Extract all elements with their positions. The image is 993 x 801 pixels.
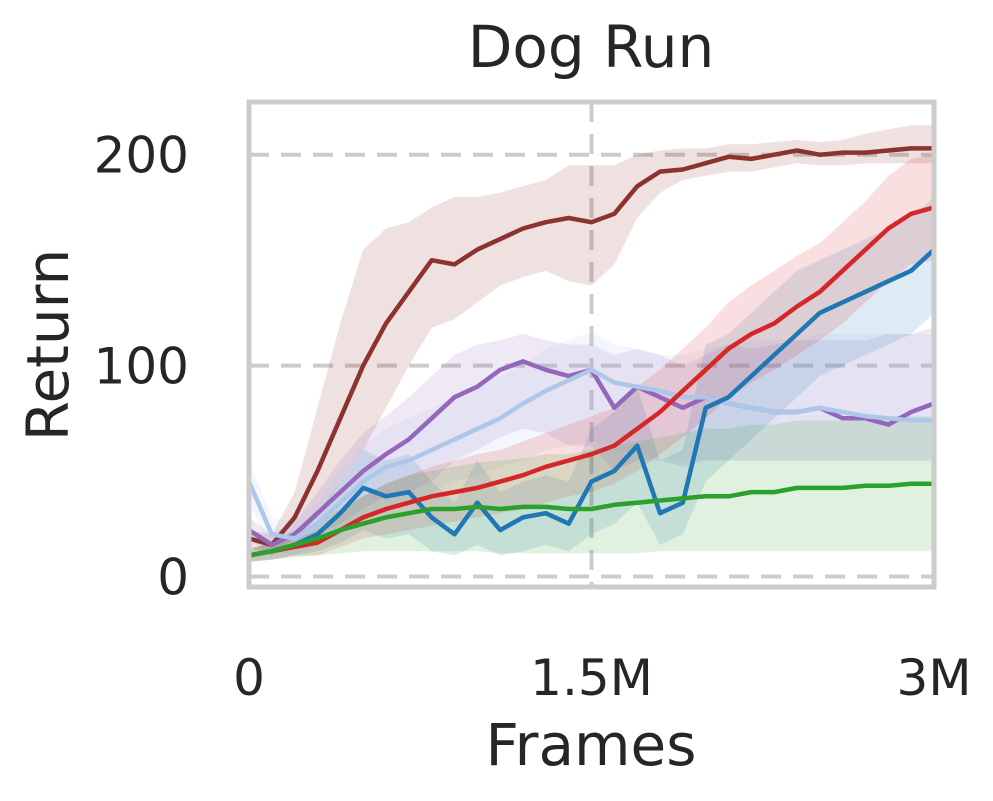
line-series-4 bbox=[246, 205, 937, 558]
y-tick-label-0: 0 bbox=[157, 548, 189, 606]
y-tick-label-1: 100 bbox=[94, 338, 189, 396]
x-tick-label-1: 1.5M bbox=[530, 649, 653, 707]
plot-frame bbox=[246, 99, 937, 590]
band-series-3 bbox=[249, 196, 934, 562]
x-tick-label-0: 0 bbox=[233, 649, 265, 707]
x-tick-labels: 0 1.5M 3M bbox=[233, 649, 971, 707]
line-series-0 bbox=[246, 146, 937, 548]
line-series-2 bbox=[246, 367, 937, 541]
band-series-1 bbox=[249, 327, 934, 556]
band-series-0 bbox=[249, 125, 934, 556]
y-tick-label-2: 200 bbox=[94, 127, 189, 185]
y-tick-labels: 0 100 200 bbox=[94, 127, 189, 607]
band-series-5 bbox=[249, 416, 934, 562]
confidence-bands bbox=[249, 125, 934, 562]
line-series-3 bbox=[246, 247, 937, 558]
x-axis-label: Frames bbox=[486, 711, 697, 779]
y-axis-label: Return bbox=[14, 249, 82, 441]
x-tick-label-2: 3M bbox=[897, 649, 972, 707]
band-series-2 bbox=[249, 331, 934, 556]
chart-title: Dog Run bbox=[468, 13, 715, 81]
line-series-5 bbox=[246, 481, 937, 558]
series-lines bbox=[246, 146, 937, 558]
